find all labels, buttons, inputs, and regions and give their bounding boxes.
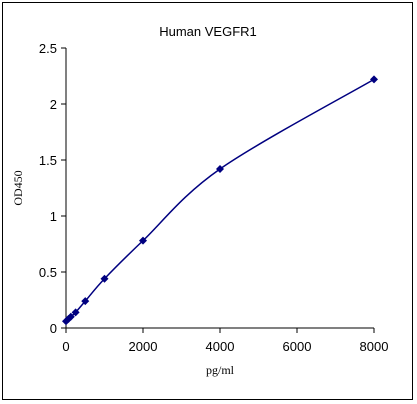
y-tick-group: 0 0.5 1 1.5 2 2.5 <box>39 41 66 336</box>
y-axis-title: OD450 <box>11 170 25 205</box>
x-tick-label: 4000 <box>206 339 235 354</box>
series-line <box>65 78 375 322</box>
data-point-marker <box>81 297 90 306</box>
series-markers <box>62 75 378 326</box>
chart-title: Human VEGFR1 <box>159 24 257 39</box>
data-point-marker <box>71 308 80 317</box>
x-tick-label: 8000 <box>360 339 389 354</box>
chart-frame <box>2 2 413 400</box>
y-tick-label: 2 <box>50 97 57 112</box>
data-point-marker <box>66 312 75 321</box>
y-tick-label: 1 <box>50 209 57 224</box>
data-point-marker <box>100 274 109 283</box>
x-tick-group: 0 2000 4000 6000 8000 <box>62 328 388 354</box>
y-tick-label: 0.5 <box>39 265 57 280</box>
data-point-marker <box>216 164 224 173</box>
data-point-marker <box>370 75 378 84</box>
x-tick-label: 2000 <box>129 339 158 354</box>
x-axis-title: pg/ml <box>206 363 235 377</box>
x-tick-label: 0 <box>62 339 69 354</box>
x-tick-label: 6000 <box>283 339 312 354</box>
y-tick-label: 1.5 <box>39 153 57 168</box>
y-tick-label: 2.5 <box>39 41 57 56</box>
data-point-marker <box>139 236 147 245</box>
y-tick-label: 0 <box>50 321 57 336</box>
